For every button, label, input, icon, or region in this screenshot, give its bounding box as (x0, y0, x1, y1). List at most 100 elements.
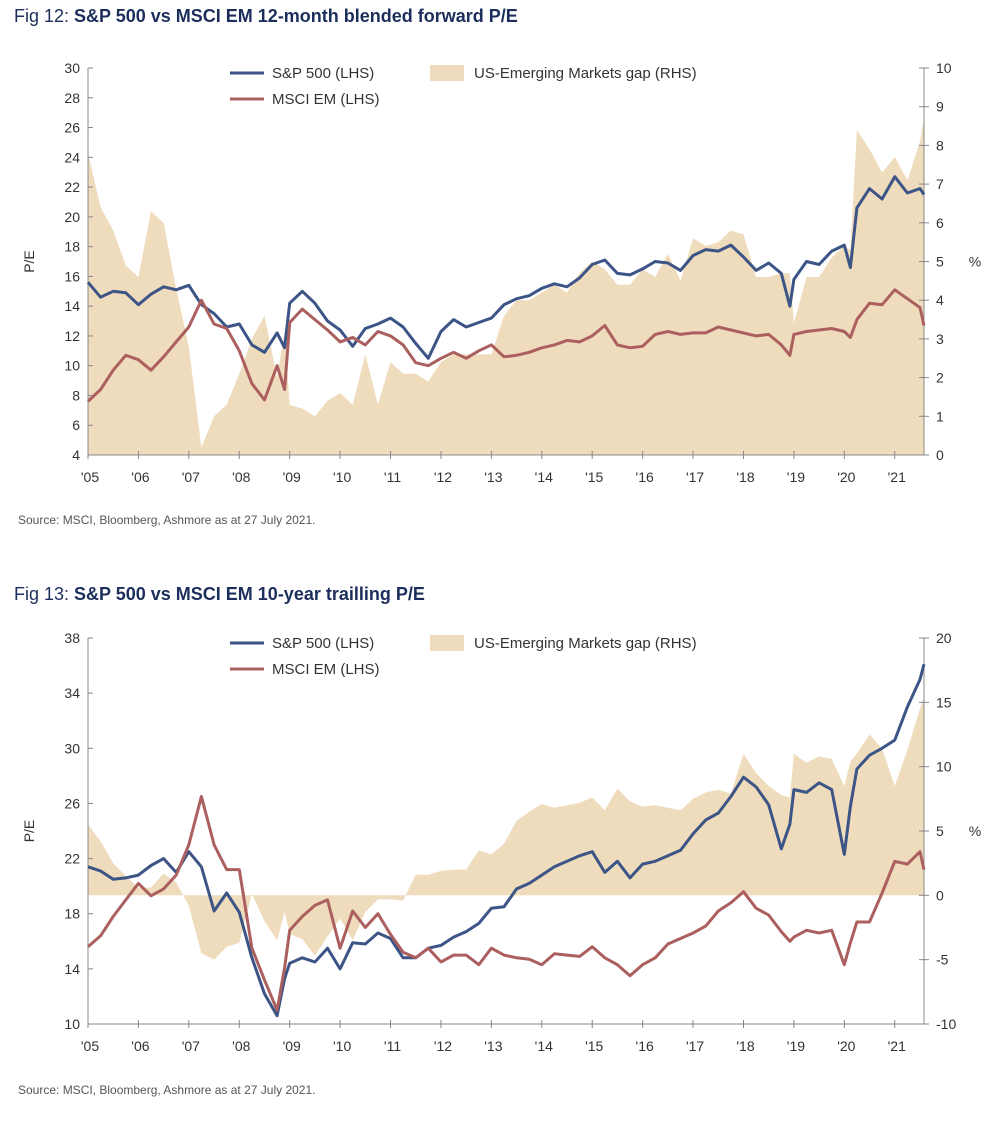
right-axis-tick-label: 2 (936, 370, 944, 386)
right-axis-title: % (969, 823, 981, 839)
right-axis-tick-label: 4 (936, 292, 944, 308)
right-axis-tick-label: 15 (936, 694, 952, 710)
left-axis-tick-label: 10 (64, 1016, 80, 1032)
x-axis-tick-label: '20 (837, 1038, 855, 1054)
x-axis-tick-label: '13 (484, 469, 502, 485)
left-axis-tick-label: 34 (64, 685, 80, 701)
x-axis-tick-label: '08 (232, 469, 250, 485)
legend-label-msci-em: MSCI EM (LHS) (272, 91, 380, 108)
x-axis-tick-label: '07 (182, 469, 200, 485)
x-axis-tick-label: '09 (283, 1038, 301, 1054)
chart-title-fig12: Fig 12: S&P 500 vs MSCI EM 12-month blen… (14, 6, 518, 27)
right-axis-title: % (969, 254, 981, 270)
x-axis-tick-label: '18 (736, 469, 754, 485)
left-axis-tick-label: 28 (64, 90, 80, 106)
source-note: Source: MSCI, Bloomberg, Ashmore as at 2… (18, 1083, 316, 1097)
right-axis-tick-label: 6 (936, 215, 944, 231)
fig-label: Fig 13: (14, 584, 70, 604)
left-axis-title: P/E (21, 820, 37, 843)
chart-forward-pe: 4681012141618202224262830012345678910'05… (21, 60, 981, 485)
left-axis-tick-label: 26 (64, 795, 80, 811)
x-axis-tick-label: '14 (535, 469, 553, 485)
right-axis-tick-label: 3 (936, 331, 944, 347)
legend-label-sp500: S&P 500 (LHS) (272, 635, 374, 652)
fig-title-text: S&P 500 vs MSCI EM 12-month blended forw… (74, 6, 518, 26)
left-axis-tick-label: 14 (64, 961, 80, 977)
left-axis-tick-label: 14 (64, 298, 80, 314)
right-axis-tick-label: 20 (936, 630, 952, 646)
left-axis-tick-label: 26 (64, 120, 80, 136)
x-axis-tick-label: '12 (434, 469, 452, 485)
left-axis-tick-label: 30 (64, 60, 80, 76)
left-axis-tick-label: 8 (72, 387, 80, 403)
right-axis-tick-label: 5 (936, 823, 944, 839)
right-axis-tick-label: 10 (936, 759, 952, 775)
legend-label-gap: US-Emerging Markets gap (RHS) (474, 65, 697, 82)
x-axis-tick-label: '13 (484, 1038, 502, 1054)
right-axis-tick-label: -5 (936, 952, 949, 968)
x-axis-tick-label: '11 (384, 1038, 401, 1054)
left-axis-tick-label: 22 (64, 851, 80, 867)
x-axis-tick-label: '14 (535, 1038, 553, 1054)
left-axis-tick-label: 18 (64, 239, 80, 255)
left-axis-tick-label: 20 (64, 209, 80, 225)
legend-label-msci-em: MSCI EM (LHS) (272, 661, 380, 678)
left-axis-tick-label: 24 (64, 149, 80, 165)
fig-label: Fig 12: (14, 6, 70, 26)
chart-title-fig13: Fig 13: S&P 500 vs MSCI EM 10-year trail… (14, 584, 425, 605)
x-axis-tick-label: '07 (182, 1038, 200, 1054)
right-axis-tick-label: 8 (936, 137, 944, 153)
x-axis-tick-label: '11 (384, 469, 401, 485)
x-axis-tick-label: '10 (333, 1038, 351, 1054)
x-axis-tick-label: '15 (585, 1038, 603, 1054)
x-axis-tick-label: '21 (888, 1038, 906, 1054)
right-axis-tick-label: 10 (936, 60, 952, 76)
left-axis-tick-label: 16 (64, 268, 80, 284)
chart-trailing-pe: 10 14 18 22 26 30 34 38 -10 -5 0 5 10 15 20 '05 '06 '07 '0… (21, 630, 981, 1054)
fig-title-text: S&P 500 vs MSCI EM 10-year trailling P/E (74, 584, 425, 604)
left-axis-tick-label: 38 (64, 630, 80, 646)
x-axis-tick-label: '20 (837, 469, 855, 485)
x-axis-tick-label: '08 (232, 1038, 250, 1054)
left-axis-tick-label: 6 (72, 417, 80, 433)
x-axis-tick-label: '16 (636, 469, 654, 485)
x-axis-tick-label: '05 (81, 469, 99, 485)
source-note: Source: MSCI, Bloomberg, Ashmore as at 2… (18, 513, 316, 527)
series-line-sp500 (86, 175, 926, 360)
right-axis-tick-label: 0 (936, 887, 944, 903)
left-axis-tick-label: 12 (64, 328, 80, 344)
x-axis-tick-label: '06 (131, 469, 149, 485)
gap-area (88, 697, 924, 960)
x-axis-tick-label: '21 (888, 469, 906, 485)
right-axis-tick-label: 0 (936, 447, 944, 463)
x-axis-tick-label: '05 (81, 1038, 99, 1054)
legend-swatch-gap (430, 635, 464, 651)
right-axis-tick-label: 1 (936, 408, 944, 424)
right-axis-tick-label: 9 (936, 99, 944, 115)
x-axis-tick-label: '19 (787, 1038, 805, 1054)
legend-label-gap: US-Emerging Markets gap (RHS) (474, 635, 697, 652)
x-axis-tick-label: '09 (283, 469, 301, 485)
x-axis-tick-label: '19 (787, 469, 805, 485)
right-axis-tick-label: 5 (936, 254, 944, 270)
left-axis-tick-label: 4 (72, 447, 80, 463)
series-line-msci-em (87, 795, 926, 1012)
series-line-sp500 (87, 663, 926, 1018)
x-axis-tick-label: '10 (333, 469, 351, 485)
legend-label-sp500: S&P 500 (LHS) (272, 65, 374, 82)
x-axis-tick-label: '17 (686, 1038, 704, 1054)
left-axis-tick-label: 30 (64, 740, 80, 756)
x-axis-tick-label: '16 (636, 1038, 654, 1054)
gap-area (88, 118, 924, 456)
left-axis-tick-label: 18 (64, 906, 80, 922)
left-axis-tick-label: 10 (64, 358, 80, 374)
series-line-msci-em (86, 288, 926, 403)
right-axis-tick-label: 7 (936, 176, 944, 192)
x-axis-tick-label: '12 (434, 1038, 452, 1054)
x-axis-tick-label: '17 (686, 469, 704, 485)
left-axis-tick-label: 22 (64, 179, 80, 195)
left-axis-title: P/E (21, 250, 37, 273)
x-axis-tick-label: '18 (736, 1038, 754, 1054)
right-axis-tick-label: -10 (936, 1016, 956, 1032)
legend-swatch-gap (430, 65, 464, 81)
